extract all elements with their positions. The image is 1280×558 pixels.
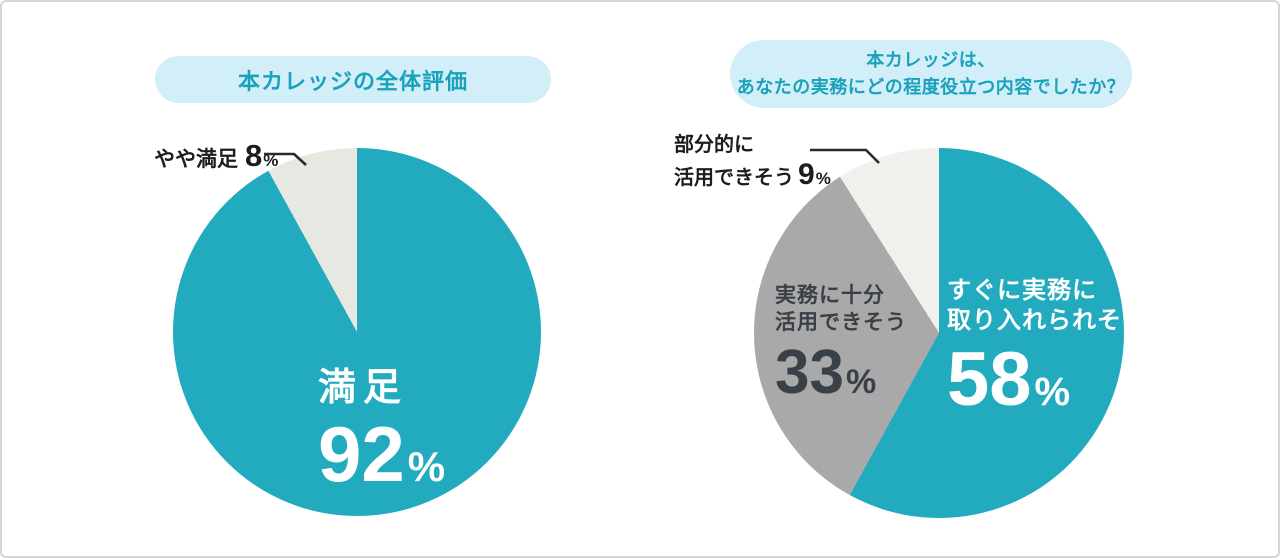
callout-label: やや満足	[154, 148, 238, 171]
chart-title-left: 本カレッジの全体評価	[237, 68, 468, 94]
chart-title-right-line1: 本カレッジは、	[866, 50, 996, 70]
slice-label-line2: 活用できそう	[775, 311, 907, 334]
slice-label-immediately-usable: すぐに実務に 取り入れられそう 58 %	[947, 276, 1147, 422]
slice-label-line1: すぐに実務に	[947, 277, 1097, 304]
slice-label-line1: 実務に十分	[775, 284, 885, 307]
slice-value: 33	[775, 338, 844, 407]
chart-title-right-line2: あなたの実務にどの程度役立つ内容でしたか？	[736, 77, 1126, 97]
callout-unit: %	[263, 151, 279, 170]
callout-value: 9	[798, 158, 815, 191]
slice-unit: %	[407, 443, 446, 490]
slice-unit: %	[845, 363, 877, 401]
callout-partially-usable: 部分的に 活用できそう 9 %	[674, 133, 831, 192]
slice-label-text: 満足	[318, 367, 409, 409]
chart-title-badge-left: 本カレッジの全体評価	[155, 56, 551, 103]
slice-value: 92	[318, 410, 405, 498]
callout-unit: %	[815, 169, 831, 188]
pie-usefulness	[754, 148, 1124, 518]
slice-label-satisfied: 満足 92 %	[318, 356, 446, 498]
callout-line-right	[810, 148, 880, 164]
pie-overall-rating	[173, 148, 541, 516]
slice-unit: %	[1034, 370, 1071, 414]
callout-somewhat-satisfied: やや満足 8 %	[154, 138, 278, 174]
chart-title-badge-right: 本カレッジは、 あなたの実務にどの程度役立つ内容でしたか？	[730, 40, 1132, 108]
callout-line-left	[264, 152, 307, 166]
callout-label-line2: 活用できそう	[674, 167, 794, 189]
slice-value: 58	[947, 337, 1032, 422]
callout-label-line1: 部分的に	[674, 134, 754, 156]
slice-label-line2: 取り入れられそう	[947, 307, 1147, 334]
slice-label-fully-usable: 実務に十分 活用できそう 33 %	[775, 282, 907, 403]
callout-value: 8	[245, 138, 263, 173]
